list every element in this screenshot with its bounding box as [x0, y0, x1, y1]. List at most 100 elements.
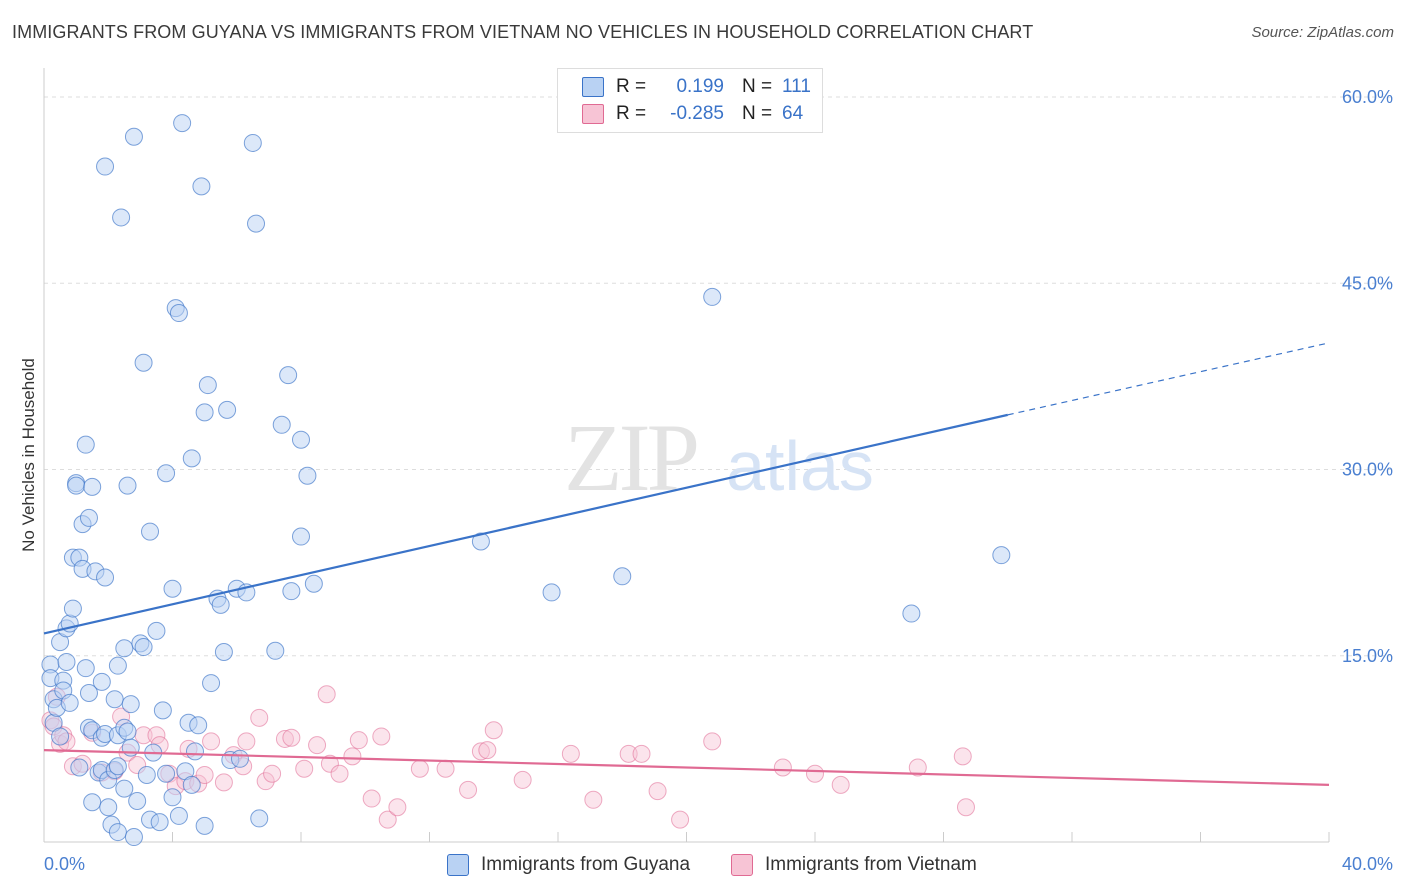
data-point-guyana	[96, 157, 115, 176]
data-point-vietnam	[584, 790, 603, 809]
data-point-vietnam	[619, 744, 638, 763]
data-point-guyana	[137, 765, 156, 784]
data-point-guyana	[163, 788, 182, 807]
data-point-vietnam	[478, 741, 497, 760]
data-point-guyana	[121, 695, 140, 714]
trend-line-guyana	[43, 413, 1008, 635]
data-point-vietnam	[671, 810, 690, 829]
data-point-vietnam	[263, 764, 282, 783]
data-point-guyana	[279, 366, 298, 385]
data-point-vietnam	[202, 732, 221, 751]
axes	[43, 68, 1330, 843]
data-point-guyana	[147, 621, 166, 640]
data-point-guyana	[195, 816, 214, 835]
data-point-guyana	[298, 466, 317, 485]
data-point-vietnam	[484, 721, 503, 740]
data-point-guyana	[83, 793, 102, 812]
data-point-guyana	[67, 476, 86, 495]
y-tick-label: 30.0%	[1342, 460, 1393, 480]
series-guyana	[41, 114, 1011, 847]
legend-n-value: 64	[782, 103, 804, 124]
data-point-guyana	[613, 567, 632, 586]
legend-r-value: -0.285	[670, 103, 724, 124]
data-point-guyana	[118, 722, 137, 741]
data-point-guyana	[108, 823, 127, 842]
data-point-guyana	[173, 114, 192, 133]
data-point-vietnam	[703, 732, 722, 751]
data-point-vietnam	[214, 773, 233, 792]
trend-line-guyana-extension	[1007, 342, 1330, 416]
data-point-vietnam	[256, 772, 275, 791]
data-point-guyana	[250, 809, 269, 828]
data-point-guyana	[63, 599, 82, 618]
data-point-guyana	[230, 749, 249, 768]
data-point-guyana	[83, 477, 102, 496]
data-point-guyana	[124, 127, 143, 146]
data-point-guyana	[99, 798, 118, 817]
data-point-vietnam	[308, 736, 327, 755]
data-point-vietnam	[343, 747, 362, 766]
data-point-guyana	[79, 508, 98, 527]
bottom-legend-swatch-vietnam	[731, 854, 753, 876]
data-point-guyana	[108, 757, 127, 776]
data-point-guyana	[134, 353, 153, 372]
correlation-legend: R = 0.199 N = 111 R = -0.285 N = 64	[557, 68, 823, 133]
data-point-guyana	[51, 727, 70, 746]
data-point-vietnam	[956, 798, 975, 817]
legend-swatch-guyana	[582, 77, 604, 97]
legend-n-label: N =	[742, 103, 773, 124]
data-point-vietnam	[459, 780, 478, 799]
data-point-guyana	[182, 775, 201, 794]
data-point-guyana	[192, 177, 211, 196]
data-point-vietnam	[513, 770, 532, 789]
data-point-vietnam	[372, 727, 391, 746]
data-point-guyana	[471, 532, 490, 551]
data-point-guyana	[70, 758, 89, 777]
data-point-guyana	[292, 430, 310, 449]
data-point-guyana	[79, 684, 98, 702]
data-point-guyana	[150, 813, 169, 832]
tick-labels: 15.0% 30.0% 45.0% 60.0% 0.0% 40.0%	[44, 87, 1393, 874]
data-point-vietnam	[147, 726, 166, 745]
trend-line-vietnam	[43, 749, 1330, 786]
data-point-guyana	[195, 403, 214, 422]
bottom-legend-guyana: Immigrants from Guyana	[447, 852, 690, 878]
data-point-guyana	[76, 659, 95, 678]
data-point-guyana	[124, 828, 143, 847]
data-point-guyana	[304, 574, 323, 593]
data-point-vietnam	[330, 764, 349, 783]
x-tick-label: 0.0%	[44, 854, 85, 874]
watermark-atlas: atlas	[726, 427, 874, 505]
chart-title: IMMIGRANTS FROM GUYANA VS IMMIGRANTS FRO…	[12, 22, 1034, 42]
data-point-guyana	[703, 287, 722, 306]
legend-swatch-vietnam	[582, 104, 604, 124]
data-point-guyana	[92, 672, 111, 691]
data-point-guyana	[105, 690, 124, 709]
data-point-guyana	[169, 304, 188, 323]
data-point-guyana	[211, 595, 230, 614]
data-point-vietnam	[773, 758, 792, 777]
data-point-guyana	[60, 693, 79, 712]
legend-n-label: N =	[742, 76, 773, 97]
data-point-guyana	[128, 792, 147, 811]
data-point-guyana	[153, 701, 172, 720]
data-point-guyana	[182, 449, 201, 468]
data-point-vietnam	[362, 789, 381, 808]
x-tick-label: 40.0%	[1342, 854, 1393, 874]
y-tick-label: 15.0%	[1342, 646, 1393, 666]
data-point-vietnam	[648, 782, 667, 801]
legend-row-vietnam: R = -0.285 N = 64	[582, 102, 803, 126]
data-point-vietnam	[471, 742, 490, 761]
data-point-guyana	[115, 779, 134, 798]
data-point-vietnam	[388, 798, 407, 817]
data-point-guyana	[134, 638, 153, 657]
data-point-vietnam	[317, 685, 336, 704]
y-axis-label: No Vehicles in Household	[19, 358, 38, 552]
bottom-legend-vietnam: Immigrants from Vietnam	[731, 852, 977, 878]
watermark-zip: ZIP	[564, 404, 697, 511]
y-tick-label: 60.0%	[1342, 87, 1393, 107]
data-point-guyana	[163, 579, 182, 598]
data-point-guyana	[214, 643, 233, 662]
data-point-vietnam	[953, 747, 972, 766]
